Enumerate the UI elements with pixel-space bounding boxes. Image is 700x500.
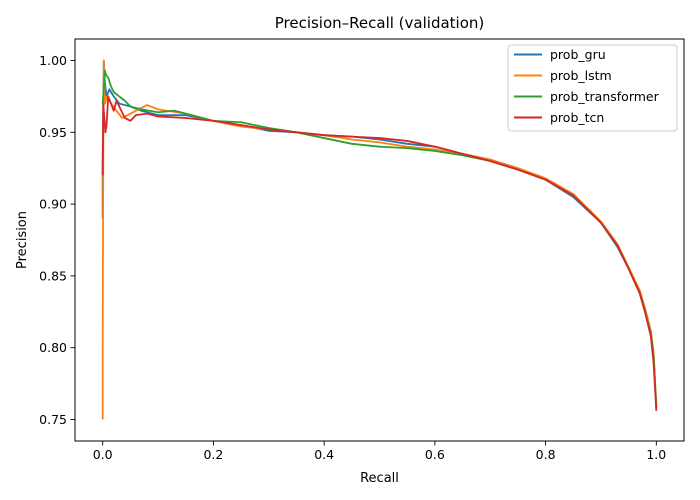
y-tick-label: 0.90 [39, 197, 67, 212]
y-tick-label: 0.85 [39, 268, 67, 283]
y-tick-label: 0.80 [39, 340, 67, 355]
x-tick-label: 0.0 [93, 447, 113, 462]
x-tick-label: 0.2 [203, 447, 223, 462]
plot-frame [74, 38, 685, 442]
x-axis-label: Recall [360, 471, 399, 486]
y-axis: 0.75 0.80 0.85 0.90 0.95 1.00 [39, 53, 75, 427]
y-axis-label: Precision [15, 211, 30, 269]
y-tick-label: 0.75 [39, 412, 67, 427]
series-line-prob-tcn [101, 95, 658, 411]
y-tick-label: 1.00 [39, 53, 67, 68]
x-axis: 0.0 0.2 0.4 0.6 0.8 1.0 [93, 441, 666, 462]
chart-title: Precision–Recall (validation) [275, 14, 485, 32]
legend-label: prob_tcn [550, 110, 604, 125]
legend-box [507, 44, 678, 132]
series-lines [101, 59, 658, 420]
y-tick-label: 0.95 [39, 125, 67, 140]
legend-label: prob_lstm [550, 68, 612, 83]
x-tick-label: 0.6 [425, 447, 445, 462]
x-tick-label: 0.4 [314, 447, 334, 462]
x-tick-label: 1.0 [646, 447, 666, 462]
x-tick-label: 0.8 [536, 447, 556, 462]
legend-label: prob_gru [550, 47, 606, 62]
legend-label: prob_transformer [550, 89, 660, 104]
legend: prob_gru prob_lstm prob_transformer prob_tc… [507, 44, 678, 132]
